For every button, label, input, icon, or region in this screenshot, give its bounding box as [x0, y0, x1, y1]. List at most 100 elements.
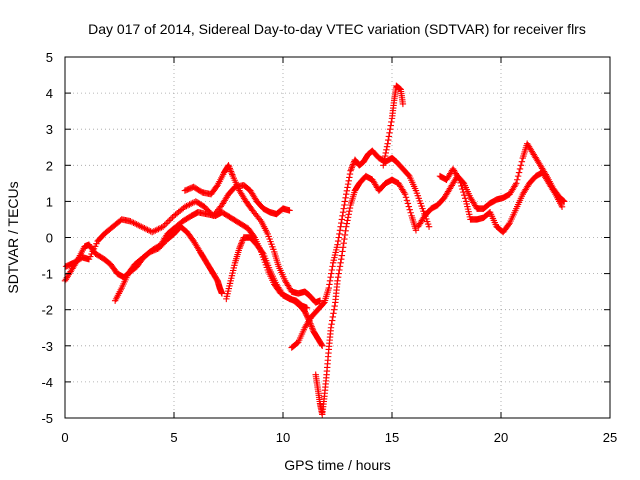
data-point: [133, 221, 140, 228]
data-point: [334, 274, 342, 281]
data-point: [334, 237, 342, 245]
x-tick-label: 20: [494, 430, 508, 445]
data-point: [513, 176, 521, 183]
data-point: [558, 203, 566, 211]
data-point: [383, 146, 390, 154]
data-point: [512, 181, 519, 189]
data-point: [186, 201, 193, 208]
data-point: [340, 239, 347, 247]
data-point: [227, 166, 234, 174]
data-point: [327, 274, 334, 281]
data-point: [236, 243, 244, 250]
data-point: [341, 198, 349, 205]
data-point: [189, 199, 196, 207]
x-tick-label: 15: [385, 430, 399, 445]
data-point: [343, 187, 351, 195]
data-point: [335, 270, 342, 277]
data-point: [341, 235, 348, 243]
data-point: [343, 190, 350, 198]
data-point: [388, 118, 395, 126]
data-point: [412, 227, 420, 234]
data-point: [425, 223, 433, 230]
data-point: [127, 218, 134, 225]
data-point: [514, 172, 522, 180]
data-point: [141, 225, 148, 232]
y-tick-label: 1: [46, 194, 53, 209]
data-point: [238, 238, 246, 246]
data-point: [399, 100, 407, 108]
data-point: [349, 162, 356, 170]
data-point: [386, 129, 393, 137]
data-point: [330, 310, 337, 317]
data-point: [236, 245, 243, 252]
data-point: [149, 228, 156, 236]
data-point: [303, 304, 311, 312]
data-point: [406, 206, 413, 213]
data-point: [335, 234, 342, 241]
y-tick-label: -5: [41, 411, 53, 426]
data-point: [327, 324, 335, 331]
data-point: [226, 165, 233, 172]
x-tick-label: 25: [603, 430, 617, 445]
data-point: [387, 122, 394, 129]
data-point: [326, 281, 333, 288]
data-point: [346, 207, 353, 215]
chart-title: Day 017 of 2014, Sidereal Day-to-day VTE…: [88, 21, 586, 37]
data-point: [518, 158, 526, 165]
y-tick-label: -4: [41, 375, 53, 390]
data-point: [329, 313, 337, 321]
data-point: [319, 342, 326, 349]
series-track-10: [436, 165, 566, 236]
data-point: [404, 200, 412, 207]
data-point: [131, 220, 139, 227]
data-point: [331, 302, 338, 310]
data-point: [309, 325, 316, 332]
series-track-3: [111, 223, 226, 304]
data-point: [345, 177, 352, 184]
data-point: [334, 241, 341, 248]
data-point: [338, 252, 346, 259]
data-point: [259, 249, 266, 256]
data-point: [338, 216, 346, 223]
data-point: [337, 259, 344, 266]
data-point: [346, 204, 354, 212]
data-point: [382, 149, 389, 157]
x-tick-label: 0: [61, 430, 68, 445]
data-point: [457, 179, 464, 187]
data-point: [459, 185, 466, 193]
data-point: [341, 201, 348, 209]
data-point: [187, 200, 195, 207]
data-point: [325, 284, 332, 292]
data-point: [336, 230, 343, 238]
data-point: [340, 205, 347, 212]
y-tick-label: 5: [46, 50, 53, 65]
data-point: [237, 242, 244, 249]
data-point: [461, 192, 468, 199]
data-point: [401, 190, 409, 198]
data-point: [339, 212, 346, 220]
data-point: [318, 341, 325, 348]
data-point: [328, 266, 336, 274]
data-point: [400, 189, 408, 196]
data-point: [169, 214, 176, 221]
series-track-8: [380, 82, 407, 169]
y-axis-label: SDTVAR / TECUs: [5, 181, 21, 293]
data-point: [384, 140, 391, 147]
data-point: [256, 216, 264, 223]
data-point: [228, 169, 235, 177]
data-point: [227, 168, 235, 175]
data-point: [347, 167, 354, 174]
data-point: [329, 317, 336, 324]
data-point: [385, 133, 393, 140]
x-tick-label: 10: [276, 430, 290, 445]
series-track-7: [312, 172, 420, 418]
data-point: [344, 184, 351, 191]
data-point: [461, 195, 469, 202]
data-point: [515, 169, 523, 176]
data-point: [328, 270, 335, 277]
data-point: [225, 162, 232, 169]
data-point: [144, 226, 151, 233]
data-point: [329, 263, 336, 270]
data-point: [136, 222, 143, 230]
